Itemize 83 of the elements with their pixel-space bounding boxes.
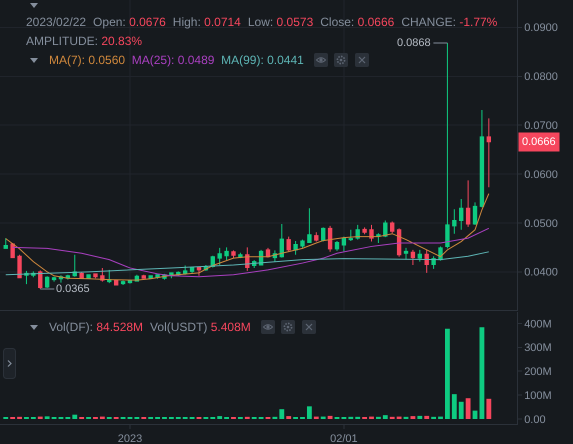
bar bbox=[486, 398, 492, 419]
candlestick bbox=[307, 208, 312, 244]
line-series bbox=[5, 193, 490, 281]
y-tick-label: 300M bbox=[524, 342, 552, 354]
text: MA(25): 0.0489 bbox=[132, 53, 215, 67]
candlestick bbox=[459, 198, 464, 230]
candlestick bbox=[410, 249, 416, 266]
text: 2023/02/22 Open: 0.0676 High: 0.0714 Low: 0.0573 Close: 0.0666 CHANGE: -1.77% bbox=[26, 15, 498, 29]
candlestick bbox=[182, 265, 188, 276]
candlestick bbox=[321, 226, 326, 242]
candlestick bbox=[280, 223, 284, 258]
candlestick bbox=[120, 280, 126, 286]
bar bbox=[480, 327, 484, 419]
line-series bbox=[5, 251, 490, 276]
line-series bbox=[12, 228, 490, 278]
candlestick bbox=[224, 246, 229, 261]
y-tick-label: 0.0400 bbox=[524, 266, 558, 279]
candlestick bbox=[10, 242, 15, 259]
bar bbox=[410, 416, 416, 419]
bar bbox=[417, 416, 422, 419]
candlestick bbox=[424, 249, 429, 274]
annotation: AMPLITUDE: 20.83% bbox=[26, 34, 142, 48]
bar bbox=[458, 402, 464, 419]
annotation: 0.0365 bbox=[56, 283, 90, 295]
candlestick bbox=[107, 269, 112, 284]
text: MA(7): 0.0560 bbox=[49, 53, 126, 67]
candlestick bbox=[362, 226, 367, 235]
annotation: Vol(DF): 84.528M Vol(USDT) 5.408M bbox=[49, 320, 251, 334]
candlestick bbox=[52, 276, 56, 282]
candlestick bbox=[196, 266, 202, 276]
bar bbox=[286, 416, 292, 419]
candlestick bbox=[466, 180, 470, 228]
bar bbox=[472, 410, 478, 419]
candlestick bbox=[452, 208, 457, 234]
candlestick bbox=[356, 224, 360, 240]
candlestick bbox=[376, 232, 381, 244]
y-tick-label: 0.0600 bbox=[524, 168, 558, 181]
bar bbox=[72, 414, 78, 419]
candlestick bbox=[348, 229, 353, 242]
annotation: 0.0868 bbox=[397, 37, 431, 49]
y-tick-label: 0.0800 bbox=[524, 71, 558, 84]
candlestick bbox=[486, 118, 492, 188]
y-tick-label: 0.0700 bbox=[524, 120, 558, 132]
bar bbox=[217, 416, 222, 419]
candlestick bbox=[404, 247, 408, 260]
candlestick bbox=[396, 228, 402, 258]
candlestick bbox=[4, 238, 8, 250]
candlestick bbox=[300, 239, 305, 248]
candlestick bbox=[328, 225, 332, 252]
candlestick bbox=[44, 276, 50, 288]
candlestick bbox=[472, 202, 478, 226]
candlestick bbox=[293, 240, 298, 256]
text: MA(99): 0.0441 bbox=[221, 53, 304, 67]
candlestick bbox=[445, 42, 450, 249]
x-tick-label: 02/01 bbox=[330, 433, 358, 444]
bar bbox=[382, 415, 388, 419]
bar bbox=[424, 416, 430, 419]
y-tick-label: 0.0900 bbox=[524, 22, 558, 34]
bar bbox=[466, 398, 471, 419]
bar bbox=[328, 416, 333, 419]
candlestick bbox=[383, 220, 388, 238]
candlestick bbox=[418, 249, 422, 262]
candlestick bbox=[480, 110, 484, 208]
y-tick-label: 400M bbox=[524, 318, 552, 330]
bar bbox=[445, 328, 450, 419]
candlestick bbox=[286, 236, 291, 252]
candlestick bbox=[217, 247, 222, 266]
candlestick bbox=[390, 221, 394, 234]
annotation: 0.0666 bbox=[522, 136, 556, 148]
candlestick bbox=[72, 254, 77, 278]
bar bbox=[452, 394, 457, 419]
x-tick-label: 2023 bbox=[118, 433, 142, 444]
bar bbox=[279, 409, 284, 419]
y-tick-label: 200M bbox=[524, 366, 552, 378]
y-tick-label: 100M bbox=[524, 390, 552, 402]
bar bbox=[44, 416, 50, 419]
candlestick bbox=[38, 270, 42, 290]
candlestick bbox=[342, 236, 346, 252]
bar bbox=[306, 406, 312, 419]
y-tick-label: 0.0500 bbox=[524, 218, 558, 230]
candlestick bbox=[334, 240, 340, 252]
candlestick bbox=[314, 232, 318, 242]
y-tick-label: 0.00 bbox=[524, 414, 546, 426]
